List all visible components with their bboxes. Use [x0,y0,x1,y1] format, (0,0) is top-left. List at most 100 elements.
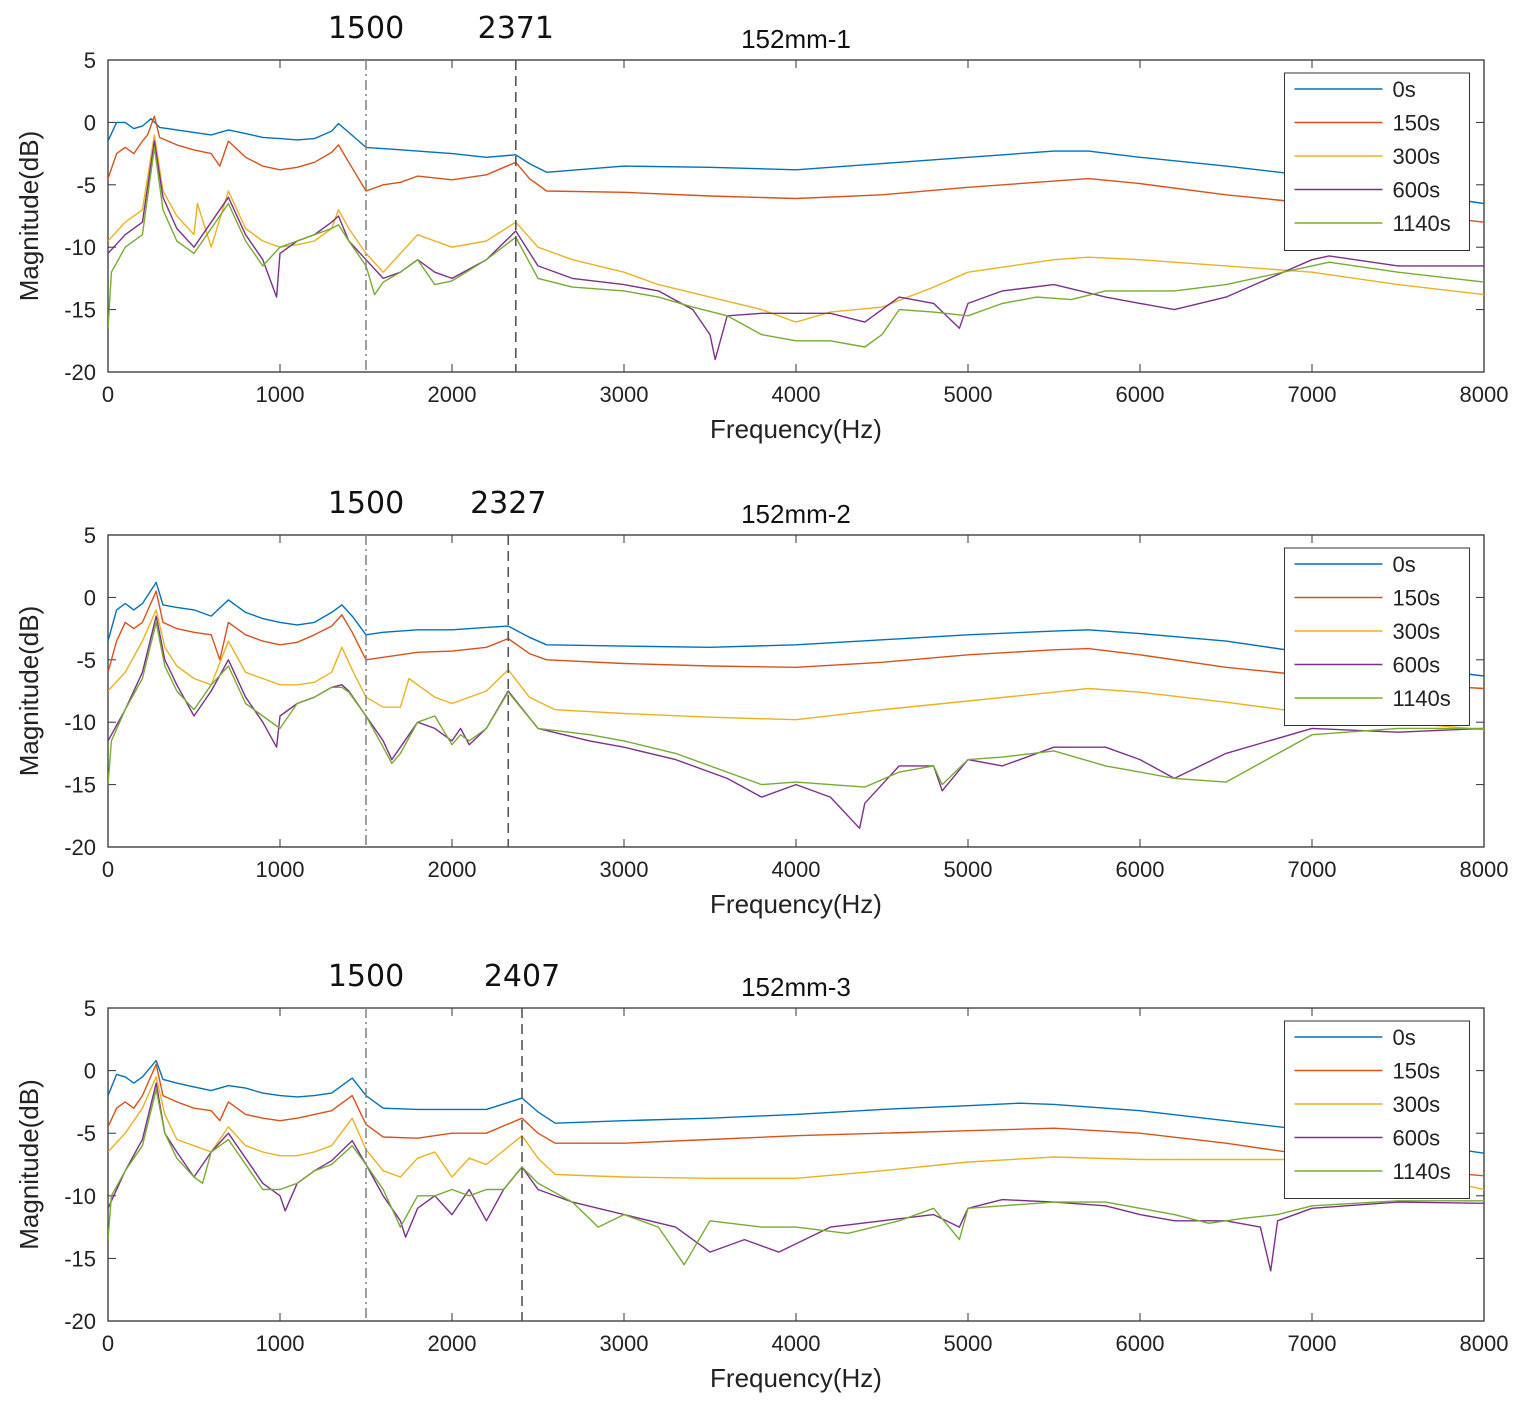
x-tick-label: 0 [102,857,114,882]
series-group [108,581,1484,829]
y-axis-label: Magnitude(dB) [14,1079,44,1250]
x-axis-label: Frequency(Hz) [710,889,882,919]
legend-box [1283,72,1470,251]
y-tick-label: -20 [64,835,96,860]
y-tick-label: 5 [84,48,96,73]
y-tick-label: -10 [64,710,96,735]
x-tick-label: 3000 [600,382,649,407]
legend: 0s 150s 300s 600s 1140s [1283,547,1470,726]
x-tick-label: 4000 [772,382,821,407]
legend: 0s 150s 300s 600s 1140s [1283,72,1470,251]
series-line-1140s [108,1088,1484,1266]
series-line-150s [108,590,1484,690]
x-tick-label: 6000 [1116,857,1165,882]
axes-box [107,1007,1485,1322]
y-tick-label: 0 [84,585,96,610]
x-tick-label: 5000 [944,1331,993,1356]
legend-box [1283,1020,1470,1199]
legend-label: 150s [1392,586,1440,611]
x-tick-label: 8000 [1460,382,1509,407]
y-tick-label: 5 [84,523,96,548]
chart-title: 152mm-3 [741,972,851,1002]
x-tick-label: 3000 [600,1331,649,1356]
chart-panel-1: 0 1000 2000 3000 4000 5000 6000 7000 8000 5 0 -5 -10… [14,11,1508,444]
series-line-1140s [108,621,1484,788]
series-line-1140s [108,146,1484,348]
series-group [108,1059,1484,1272]
x-tick-label: 5000 [944,382,993,407]
x-tick-label: 0 [102,1331,114,1356]
legend-label: 600s [1392,653,1440,678]
marker-label-1500: 1500 [328,959,404,994]
series-line-150s [108,115,1484,223]
marker-label-2371: 2371 [478,11,554,46]
marker-label-1500: 1500 [328,486,404,521]
x-tick-label: 4000 [772,1331,821,1356]
x-tick-label: 3000 [600,857,649,882]
y-tick-label: -15 [64,298,96,323]
legend-label: 0s [1392,1025,1415,1050]
marker-label-2407: 2407 [484,959,560,994]
legend: 0s 150s 300s 600s 1140s [1283,1020,1470,1199]
legend-label: 0s [1392,77,1415,102]
legend-label: 0s [1392,552,1415,577]
series-line-600s [108,615,1484,829]
legend-label: 1140s [1392,686,1450,711]
y-tick-label: 0 [84,1059,96,1084]
series-line-300s [108,609,1484,731]
series-line-150s [108,1063,1484,1177]
marker-label-1500: 1500 [328,11,404,46]
y-axis-label: Magnitude(dB) [14,131,44,302]
chart-panel-3: 0 1000 2000 3000 4000 5000 6000 7000 8000 5 0 -5 -10… [14,959,1508,1393]
y-tick-label: -20 [64,1309,96,1334]
legend-label: 300s [1392,144,1440,169]
y-tick-label: 0 [84,110,96,135]
legend-label: 1140s [1392,211,1450,236]
x-tick-label: 7000 [1288,857,1337,882]
series-line-0s [108,581,1484,677]
x-tick-label: 7000 [1288,382,1337,407]
y-tick-label: -5 [76,1121,96,1146]
series-line-0s [108,1059,1484,1154]
x-tick-label: 4000 [772,857,821,882]
y-tick-label: -10 [64,235,96,260]
x-tick-label: 0 [102,382,114,407]
y-tick-label: -15 [64,1246,96,1271]
legend-label: 150s [1392,1059,1440,1084]
x-tick-label: 2000 [428,1331,477,1356]
x-tick-label: 6000 [1116,1331,1165,1356]
x-axis-label: Frequency(Hz) [710,1363,882,1393]
y-tick-label: -15 [64,773,96,798]
x-tick-label: 2000 [428,382,477,407]
legend-label: 600s [1392,1126,1440,1151]
x-tick-label: 1000 [256,1331,305,1356]
y-axis-label: Magnitude(dB) [14,606,44,777]
x-tick-label: 8000 [1460,857,1509,882]
series-line-600s [108,140,1484,361]
legend-label: 300s [1392,1092,1440,1117]
marker-label-2327: 2327 [470,486,546,521]
y-tick-label: -10 [64,1184,96,1209]
axes-box [107,534,1485,848]
series-line-600s [108,1082,1484,1272]
x-tick-label: 5000 [944,857,993,882]
x-tick-label: 2000 [428,857,477,882]
axes-box [107,59,1485,373]
y-tick-label: 5 [84,996,96,1021]
chart-panel-2: 0 1000 2000 3000 4000 5000 6000 7000 8000 5 0 -5 -10… [14,486,1508,919]
x-axis-label: Frequency(Hz) [710,414,882,444]
x-tick-label: 7000 [1288,1331,1337,1356]
y-tick-label: -20 [64,360,96,385]
x-tick-label: 1000 [256,382,305,407]
series-line-300s [108,1076,1484,1191]
legend-box [1283,547,1470,726]
y-tick-label: -5 [76,173,96,198]
legend-label: 600s [1392,178,1440,203]
series-line-300s [108,134,1484,323]
x-tick-label: 1000 [256,857,305,882]
x-tick-label: 6000 [1116,382,1165,407]
x-tick-label: 8000 [1460,1331,1509,1356]
legend-label: 150s [1392,111,1440,136]
legend-label: 1140s [1392,1159,1450,1184]
